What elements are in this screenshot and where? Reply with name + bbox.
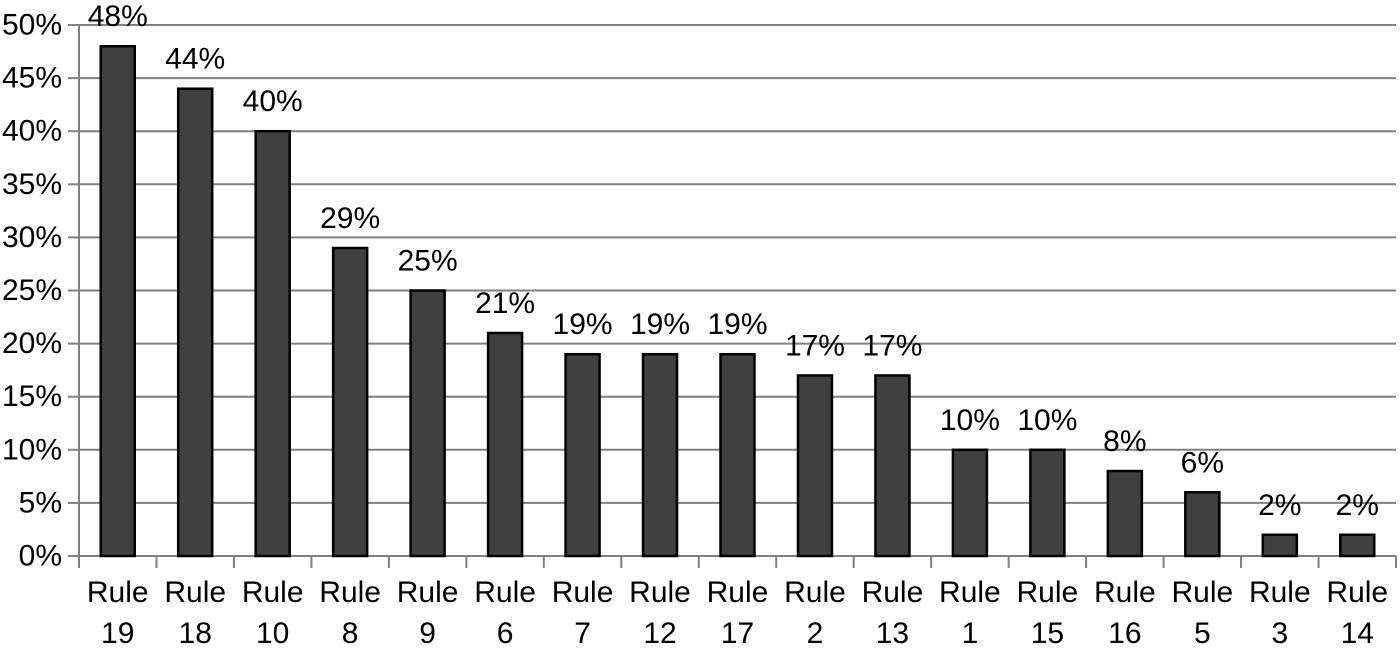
bar — [564, 352, 601, 558]
x-category-label: Rule 8 — [319, 576, 381, 649]
x-category-label: Rule 18 — [164, 576, 226, 649]
bar-value-label: 17% — [785, 329, 845, 362]
bar-value-label: 2% — [1336, 489, 1379, 522]
y-tick-label: 15% — [2, 380, 62, 413]
x-category-label: Rule 19 — [87, 576, 149, 649]
y-tick-label: 10% — [2, 433, 62, 466]
x-category-label: Rule 14 — [1326, 576, 1388, 649]
y-tick-label: 30% — [2, 221, 62, 254]
bar-value-label: 40% — [243, 85, 303, 118]
y-tick-label: 20% — [2, 327, 62, 360]
bar-value-label: 10% — [940, 404, 1000, 437]
bar — [176, 87, 214, 558]
bar — [99, 44, 136, 558]
y-tick-label: 25% — [2, 274, 62, 307]
bar — [409, 289, 446, 558]
bar — [951, 448, 989, 558]
y-tick-label: 35% — [2, 168, 62, 201]
bar-value-label: 2% — [1258, 489, 1301, 522]
y-tick-label: 45% — [2, 62, 62, 95]
bar — [874, 374, 911, 558]
x-category-label: Rule 2 — [784, 576, 846, 649]
x-category-label: Rule 7 — [552, 576, 614, 649]
bar — [719, 352, 756, 558]
x-category-label: Rule 3 — [1249, 576, 1311, 649]
bar — [1184, 491, 1221, 558]
bar-value-label: 21% — [475, 287, 535, 320]
bar — [1339, 533, 1376, 558]
y-tick-label: 50% — [2, 9, 62, 42]
bar — [1106, 469, 1144, 558]
bar-value-label: 8% — [1103, 425, 1146, 458]
bar-value-label: 19% — [553, 308, 613, 341]
x-category-label: Rule 1 — [939, 576, 1001, 649]
x-category-label: Rule 12 — [629, 576, 691, 649]
bar — [1261, 533, 1299, 558]
bar-value-label: 19% — [707, 308, 767, 341]
x-category-label: Rule 16 — [1094, 576, 1156, 649]
x-category-label: Rule 10 — [242, 576, 304, 649]
y-tick-label: 0% — [19, 540, 62, 573]
bar — [331, 246, 369, 558]
bar-value-label: 48% — [88, 0, 148, 33]
bar — [1029, 448, 1066, 558]
bar-value-label: 17% — [862, 329, 922, 362]
bar-value-label: 25% — [398, 245, 458, 278]
x-category-label: Rule 9 — [397, 576, 459, 649]
bar-value-label: 10% — [1017, 404, 1077, 437]
bar — [486, 331, 524, 558]
y-tick-label: 5% — [19, 486, 62, 519]
bar-value-label: 6% — [1181, 446, 1224, 479]
x-category-label: Rule 13 — [862, 576, 924, 649]
bar-value-label: 44% — [165, 43, 225, 76]
bar-value-label: 19% — [630, 308, 690, 341]
x-category-label: Rule 5 — [1171, 576, 1233, 649]
bar-value-label: 29% — [320, 202, 380, 235]
bar — [641, 352, 679, 558]
y-tick-label: 40% — [2, 115, 62, 148]
x-category-label: Rule 15 — [1017, 576, 1079, 649]
x-category-label: Rule 17 — [707, 576, 769, 649]
bar — [796, 374, 834, 558]
x-category-label: Rule 6 — [474, 576, 536, 649]
bar — [254, 129, 291, 558]
